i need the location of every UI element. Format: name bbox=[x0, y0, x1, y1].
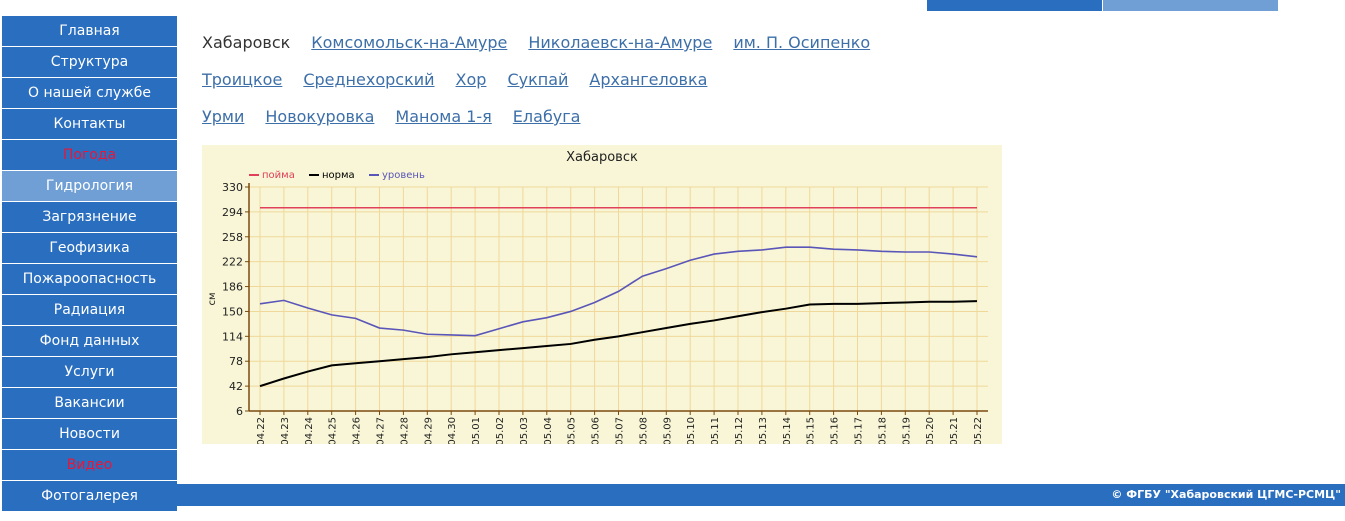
x-tick-label: 04.24 bbox=[304, 417, 315, 444]
nav-item-structure[interactable]: Структура bbox=[2, 47, 177, 77]
x-tick-label: 04.28 bbox=[399, 417, 410, 444]
station-link[interactable]: Елабуга bbox=[512, 107, 581, 126]
nav-item-radiation[interactable]: Радиация bbox=[2, 295, 177, 325]
nav-item-fire-danger[interactable]: Пожароопасность bbox=[2, 264, 177, 294]
y-tick-label: 114 bbox=[222, 330, 243, 343]
footer: © ФГБУ "Хабаровский ЦГМС-РСМЦ" bbox=[177, 484, 1345, 506]
nav-item-contacts[interactable]: Контакты bbox=[2, 109, 177, 139]
x-tick-label: 05.18 bbox=[877, 417, 888, 444]
x-tick-label: 04.29 bbox=[423, 417, 434, 444]
x-tick-label: 05.21 bbox=[949, 417, 960, 444]
x-tick-label: 05.04 bbox=[543, 417, 554, 444]
x-tick-label: 05.14 bbox=[782, 417, 793, 444]
station-link[interactable]: Среднехорский bbox=[303, 70, 435, 89]
nav-item-vacancies[interactable]: Вакансии bbox=[2, 388, 177, 418]
copyright-text: © ФГБУ "Хабаровский ЦГМС-РСМЦ" bbox=[1111, 488, 1341, 501]
series-line-norma bbox=[259, 300, 978, 388]
nav-item-geophysics[interactable]: Геофизика bbox=[2, 233, 177, 263]
nav-item-data-fund[interactable]: Фонд данных bbox=[2, 326, 177, 356]
nav-item-weather[interactable]: Погода bbox=[2, 140, 177, 170]
sidebar-nav: Главная Структура О нашей службе Контакты По… bbox=[2, 16, 177, 512]
x-tick-label: 05.08 bbox=[638, 417, 649, 444]
x-tick-label: 05.01 bbox=[471, 417, 482, 444]
x-tick-label: 05.07 bbox=[615, 417, 626, 444]
station-row: Троицкое Среднехорский Хор Сукпай Архангелов… bbox=[202, 70, 891, 107]
x-tick-label: 05.06 bbox=[591, 417, 602, 444]
legend-entry: уровень bbox=[382, 170, 425, 181]
station-links: Хабаровск Комсомольск-на-Амуре Николаевск-… bbox=[202, 33, 891, 144]
top-tab-primary[interactable] bbox=[927, 0, 1102, 11]
station-link[interactable]: Комсомольск-на-Амуре bbox=[311, 33, 508, 52]
hydrology-chart: 6 42 78 114 150 186 222 258 294 330 04.22 04.23 04.2… bbox=[202, 145, 1002, 444]
station-link[interactable]: Хор bbox=[455, 70, 487, 89]
series-line-uroven bbox=[259, 246, 978, 337]
station-row: Хабаровск Комсомольск-на-Амуре Николаевск-… bbox=[202, 33, 891, 70]
station-link: Хабаровск bbox=[202, 33, 291, 52]
y-tick-label: 150 bbox=[222, 305, 243, 318]
x-tick-label: 05.17 bbox=[854, 417, 865, 444]
x-tick-label: 05.20 bbox=[925, 417, 936, 444]
legend-entry: норма bbox=[322, 170, 355, 181]
x-tick-label: 05.22 bbox=[973, 417, 984, 444]
x-tick-label: 04.30 bbox=[447, 417, 458, 444]
nav-item-photo-gallery[interactable]: Фотогалерея bbox=[2, 481, 177, 511]
x-tick-label: 05.05 bbox=[567, 417, 578, 444]
nav-item-hydrology[interactable]: Гидрология bbox=[2, 171, 177, 201]
x-tick-label: 05.16 bbox=[830, 417, 841, 444]
x-tick-label: 04.25 bbox=[328, 417, 339, 444]
nav-item-services[interactable]: Услуги bbox=[2, 357, 177, 387]
nav-item-home[interactable]: Главная bbox=[2, 16, 177, 46]
y-tick-label: 186 bbox=[222, 281, 243, 294]
y-tick-label: 294 bbox=[222, 206, 243, 219]
x-tick-label: 05.12 bbox=[734, 417, 745, 444]
x-tick-label: 05.10 bbox=[686, 417, 697, 444]
x-tick-label: 05.15 bbox=[806, 417, 817, 444]
station-link[interactable]: Новокуровка bbox=[265, 107, 375, 126]
y-tick-label: 258 bbox=[222, 231, 243, 244]
nav-item-video[interactable]: Видео bbox=[2, 450, 177, 480]
y-tick-label: 222 bbox=[222, 256, 243, 269]
x-tick-label: 04.26 bbox=[352, 417, 363, 444]
x-tick-label: 04.23 bbox=[280, 417, 291, 444]
chart-title: Хабаровск bbox=[566, 150, 638, 165]
nav-item-about[interactable]: О нашей службе bbox=[2, 78, 177, 108]
x-tick-label: 05.13 bbox=[758, 417, 769, 444]
y-tick-label: 78 bbox=[229, 355, 243, 368]
station-link[interactable]: им. П. Осипенко bbox=[733, 33, 871, 52]
x-tick-label: 05.02 bbox=[495, 417, 506, 444]
y-tick-label: 330 bbox=[222, 181, 243, 194]
nav-item-news[interactable]: Новости bbox=[2, 419, 177, 449]
legend-entry: пойма bbox=[262, 170, 295, 181]
y-tick-label: 42 bbox=[229, 380, 243, 393]
x-tick-label: 04.27 bbox=[376, 417, 387, 444]
station-link[interactable]: Троицкое bbox=[202, 70, 283, 89]
x-tick-label: 05.03 bbox=[519, 417, 530, 444]
station-link[interactable]: Манома 1-я bbox=[395, 107, 492, 126]
station-link[interactable]: Урми bbox=[202, 107, 245, 126]
station-row: Урми Новокуровка Манома 1-я Елабуга bbox=[202, 107, 891, 144]
x-tick-label: 05.09 bbox=[662, 417, 673, 444]
chart-svg: 6 42 78 114 150 186 222 258 294 330 04.22 04.23 04.2… bbox=[207, 150, 988, 444]
station-link[interactable]: Сукпай bbox=[507, 70, 569, 89]
station-link[interactable]: Николаевск-на-Амуре bbox=[528, 33, 713, 52]
x-tick-label: 05.19 bbox=[901, 417, 912, 444]
station-link[interactable]: Архангеловка bbox=[589, 70, 708, 89]
nav-item-pollution[interactable]: Загрязнение bbox=[2, 202, 177, 232]
y-axis-label: см bbox=[207, 292, 218, 305]
x-tick-label: 05.11 bbox=[710, 417, 721, 444]
y-tick-label: 6 bbox=[236, 405, 243, 418]
top-tab-secondary[interactable] bbox=[1103, 0, 1278, 11]
x-tick-label: 04.22 bbox=[256, 417, 267, 444]
